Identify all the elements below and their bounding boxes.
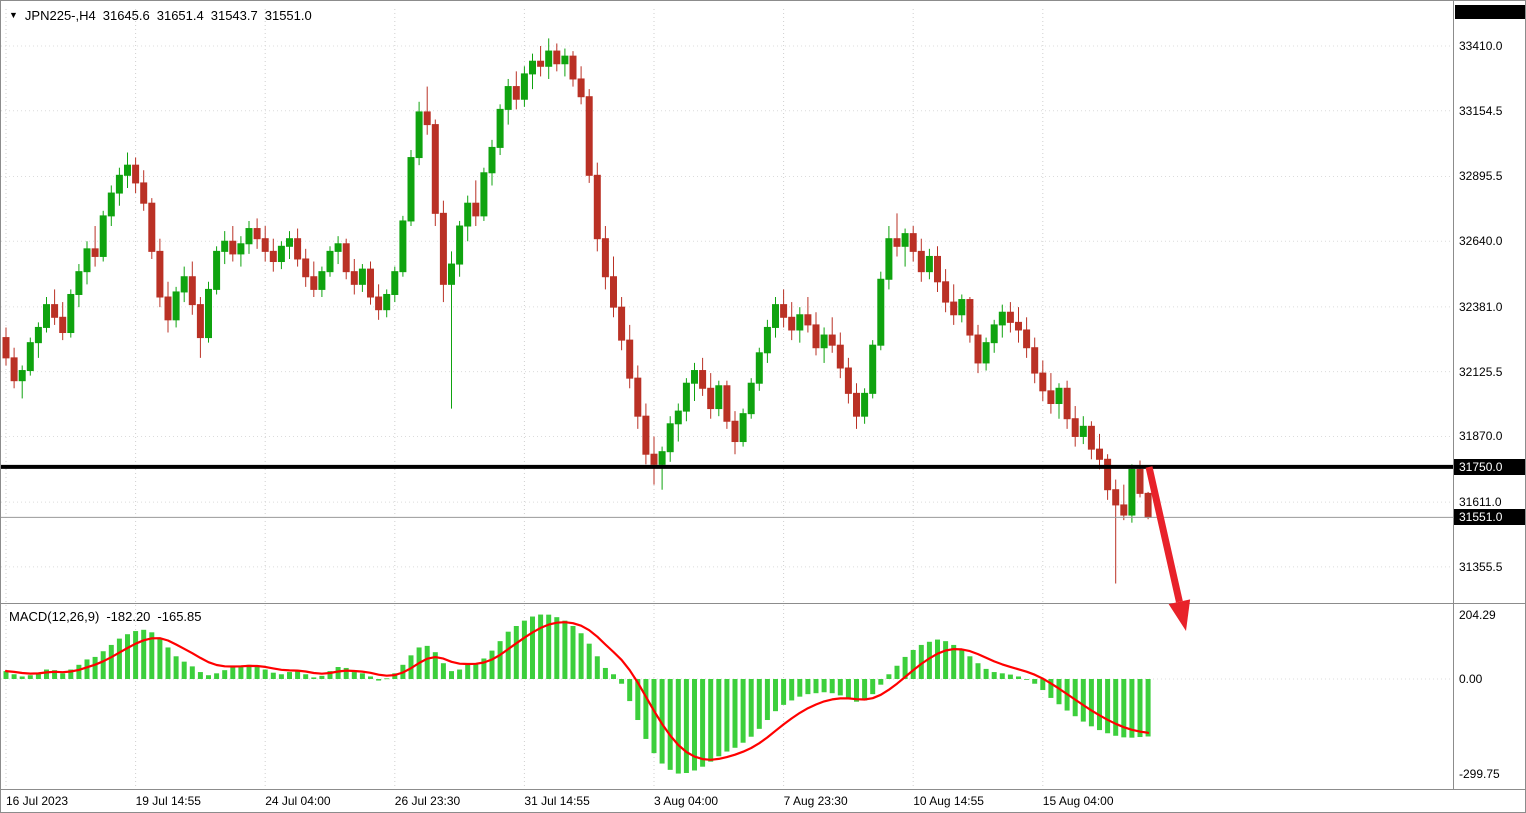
- macd-axis-tick: 204.29: [1459, 607, 1496, 622]
- time-axis-label: 10 Aug 14:55: [913, 794, 984, 808]
- ohlc-low: 31543.7: [210, 8, 258, 23]
- axis-corner-marker: [1455, 5, 1525, 19]
- ohlc-open: 31645.6: [102, 8, 150, 23]
- macd-name: MACD(12,26,9): [9, 609, 100, 624]
- ohlc-close: 31551.0: [264, 8, 312, 23]
- chart-menu-icon[interactable]: ▼: [9, 10, 18, 20]
- price-axis-tick: 32381.0: [1459, 299, 1503, 314]
- price-axis-tick: 32895.5: [1459, 169, 1503, 184]
- time-axis-label: 7 Aug 23:30: [783, 794, 848, 808]
- price-axis-tick: 31870.0: [1459, 429, 1503, 444]
- macd-axis-tick: -299.75: [1459, 766, 1500, 781]
- time-axis-label: 19 Jul 14:55: [135, 794, 201, 808]
- macd-value: -182.20: [106, 609, 151, 624]
- macd-signal-value: -165.85: [157, 609, 202, 624]
- price-badge-level: 31750.0: [1454, 458, 1525, 475]
- price-badge-current: 31551.0: [1454, 509, 1525, 526]
- chart-title: ▼ JPN225-,H4 31645.6 31651.4 31543.7 315…: [9, 8, 312, 23]
- time-axis-label: 26 Jul 23:30: [394, 794, 461, 808]
- time-axis-label: 15 Aug 04:00: [1042, 794, 1114, 808]
- macd-axis-tick: 0.00: [1459, 672, 1483, 686]
- price-axis-tick: 32125.5: [1459, 364, 1503, 379]
- symbol-timeframe: JPN225-,H4: [24, 8, 96, 23]
- macd-indicator-label: MACD(12,26,9) -182.20 -165.85: [9, 609, 202, 624]
- price-axis-tick: 31355.5: [1459, 559, 1503, 574]
- time-axis-label: 31 Jul 14:55: [524, 794, 590, 808]
- price-axis-tick: 31611.0: [1459, 495, 1502, 510]
- time-axis-label: 16 Jul 2023: [6, 794, 69, 808]
- time-axis-label: 3 Aug 04:00: [654, 794, 719, 808]
- price-axis-tick: 33154.5: [1459, 103, 1503, 118]
- ohlc-high: 31651.4: [156, 8, 204, 23]
- price-axis-tick: 33410.0: [1459, 39, 1503, 53]
- price-axis-tick: 32640.0: [1459, 234, 1503, 249]
- time-axis-label: 24 Jul 04:00: [265, 794, 331, 808]
